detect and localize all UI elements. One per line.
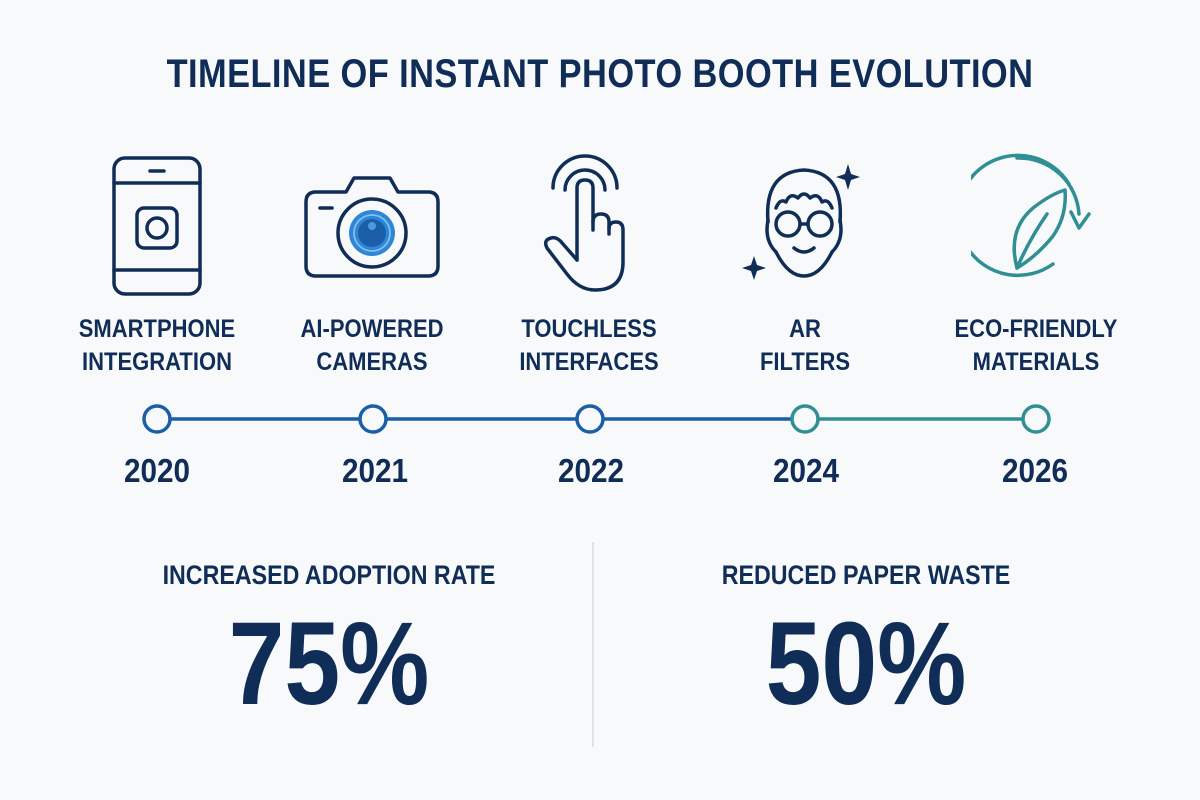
label-line-2: FILTERS xyxy=(759,348,851,376)
label-line-2: INTEGRATION xyxy=(82,348,232,376)
stat-value: 75% xyxy=(228,598,430,730)
stat-label: INCREASED ADOPTION RATE xyxy=(162,560,496,590)
year-2021: 2021 xyxy=(341,452,409,489)
label-line-1: SMARTPHONE xyxy=(78,315,236,343)
milestone-ar-filters: AR FILTERS xyxy=(705,150,905,379)
label-line-1: ECO-FRIENDLY xyxy=(954,315,1118,343)
year-2020: 2020 xyxy=(123,452,191,489)
label-line-1: AI-POWERED xyxy=(300,315,444,343)
touch-gesture-icon xyxy=(489,150,689,300)
milestone-ai-powered-cameras: AI-POWERED CAMERAS xyxy=(272,150,472,379)
label-line-1: TOUCHLESS xyxy=(521,315,657,343)
milestone-eco-friendly-materials: ECO-FRIENDLY MATERIALS xyxy=(936,150,1136,379)
stat-paper-waste: REDUCED PAPER WASTE 50% xyxy=(606,560,1126,723)
stats-divider xyxy=(592,542,594,747)
label-line-1: AR xyxy=(789,315,821,343)
milestone-label: SMARTPHONE INTEGRATION xyxy=(69,313,245,379)
label-line-2: CAMERAS xyxy=(316,348,428,376)
stat-value: 50% xyxy=(765,598,967,730)
milestone-label: AR FILTERS xyxy=(717,313,893,379)
page-title: TIMELINE OF INSTANT PHOTO BOOTH EVOLUTIO… xyxy=(166,52,1034,96)
milestone-smartphone-integration: SMARTPHONE INTEGRATION xyxy=(57,150,257,379)
year-2022: 2022 xyxy=(557,452,625,489)
year-2026: 2026 xyxy=(1001,452,1069,489)
stat-label: REDUCED PAPER WASTE xyxy=(721,560,1011,590)
face-glasses-sparkle-icon xyxy=(705,150,905,300)
camera-icon xyxy=(272,150,472,300)
year-2024: 2024 xyxy=(772,452,840,489)
label-line-2: MATERIALS xyxy=(972,348,1100,376)
smartphone-icon xyxy=(57,150,257,300)
leaf-recycle-icon xyxy=(936,150,1136,300)
milestone-touchless-interfaces: TOUCHLESS INTERFACES xyxy=(489,150,689,379)
milestone-label: TOUCHLESS INTERFACES xyxy=(501,313,677,379)
label-line-2: INTERFACES xyxy=(519,348,659,376)
milestone-label: ECO-FRIENDLY MATERIALS xyxy=(948,313,1124,379)
stat-adoption-rate: INCREASED ADOPTION RATE 75% xyxy=(69,560,589,723)
milestone-label: AI-POWERED CAMERAS xyxy=(284,313,460,379)
